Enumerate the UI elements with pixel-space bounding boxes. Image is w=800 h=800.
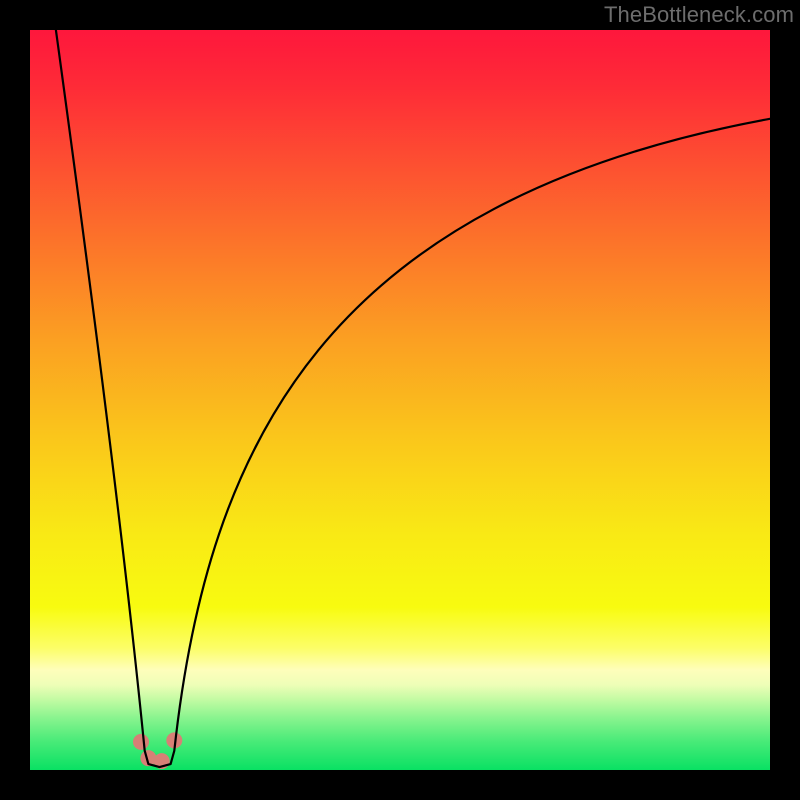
trough-marker (133, 734, 149, 750)
curve-layer (30, 30, 770, 770)
bottleneck-curve (56, 30, 770, 767)
watermark-label: TheBottleneck.com (604, 2, 794, 28)
chart-root: TheBottleneck.com (0, 0, 800, 800)
plot-area (30, 30, 770, 770)
